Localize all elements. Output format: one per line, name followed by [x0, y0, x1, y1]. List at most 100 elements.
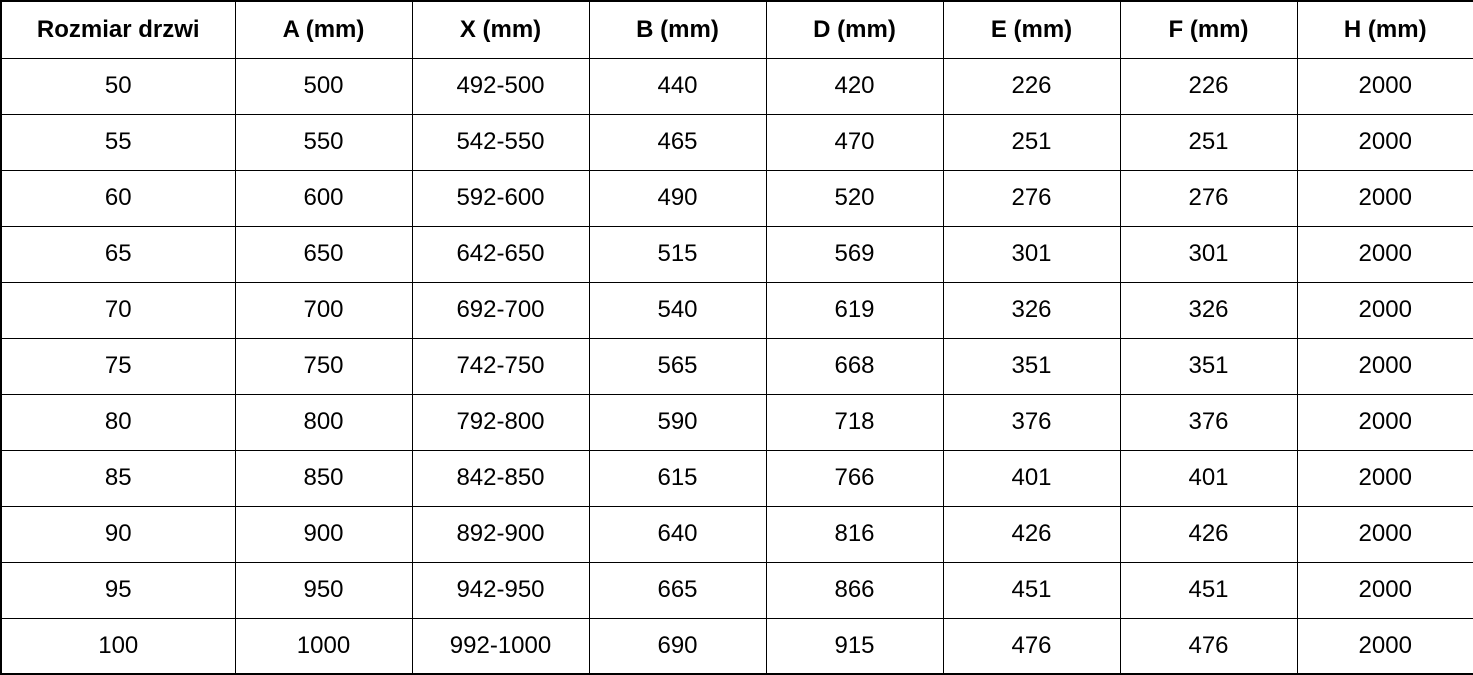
table-cell: 615	[588, 449, 767, 507]
table-cell: 55	[0, 113, 236, 171]
table-cell: 515	[588, 225, 767, 283]
table-cell: 276	[942, 169, 1121, 227]
table-row: 95 950 942-950 665 866 451 451 2000	[0, 561, 1473, 619]
table-cell: 565	[588, 337, 767, 395]
table-cell: 95	[0, 561, 236, 619]
table-cell: 476	[1119, 617, 1298, 675]
table-cell: 426	[942, 505, 1121, 563]
table-cell: 420	[765, 57, 944, 115]
table-cell: 665	[588, 561, 767, 619]
table-row: 85 850 842-850 615 766 401 401 2000	[0, 449, 1473, 507]
table-row: 100 1000 992-1000 690 915 476 476 2000	[0, 617, 1473, 675]
table-cell: 490	[588, 169, 767, 227]
table-cell: 401	[942, 449, 1121, 507]
table-cell: 792-800	[411, 393, 590, 451]
table-cell: 50	[0, 57, 236, 115]
table-cell: 800	[234, 393, 413, 451]
table-cell: 1000	[234, 617, 413, 675]
table-cell: 2000	[1296, 393, 1473, 451]
table-cell: 2000	[1296, 57, 1473, 115]
table-cell: 2000	[1296, 617, 1473, 675]
table-cell: 276	[1119, 169, 1298, 227]
table-cell: 542-550	[411, 113, 590, 171]
table-cell: 718	[765, 393, 944, 451]
table-cell: 2000	[1296, 505, 1473, 563]
table-cell: 226	[942, 57, 1121, 115]
table-cell: 900	[234, 505, 413, 563]
table-cell: 600	[234, 169, 413, 227]
table-cell: 866	[765, 561, 944, 619]
table-cell: 640	[588, 505, 767, 563]
column-header: A (mm)	[234, 0, 413, 59]
table-row: 60 600 592-600 490 520 276 276 2000	[0, 169, 1473, 227]
table-cell: 351	[942, 337, 1121, 395]
table-cell: 251	[1119, 113, 1298, 171]
table-cell: 2000	[1296, 169, 1473, 227]
table-cell: 842-850	[411, 449, 590, 507]
table-cell: 85	[0, 449, 236, 507]
table-cell: 750	[234, 337, 413, 395]
table-cell: 90	[0, 505, 236, 563]
table-cell: 100	[0, 617, 236, 675]
table-cell: 426	[1119, 505, 1298, 563]
table-cell: 942-950	[411, 561, 590, 619]
table-cell: 2000	[1296, 113, 1473, 171]
table-cell: 326	[942, 281, 1121, 339]
table-cell: 451	[942, 561, 1121, 619]
table-cell: 401	[1119, 449, 1298, 507]
column-header: D (mm)	[765, 0, 944, 59]
column-header: H (mm)	[1296, 0, 1473, 59]
table-row: 90 900 892-900 640 816 426 426 2000	[0, 505, 1473, 563]
table-cell: 992-1000	[411, 617, 590, 675]
table-row: 55 550 542-550 465 470 251 251 2000	[0, 113, 1473, 171]
table-cell: 915	[765, 617, 944, 675]
table-row: 70 700 692-700 540 619 326 326 2000	[0, 281, 1473, 339]
table-cell: 301	[1119, 225, 1298, 283]
table-cell: 2000	[1296, 225, 1473, 283]
table-cell: 950	[234, 561, 413, 619]
table-cell: 2000	[1296, 561, 1473, 619]
column-header: F (mm)	[1119, 0, 1298, 59]
table-cell: 850	[234, 449, 413, 507]
table-cell: 700	[234, 281, 413, 339]
header-row: Rozmiar drzwi A (mm) X (mm) B (mm) D (mm) E (…	[0, 0, 1473, 59]
table-cell: 2000	[1296, 281, 1473, 339]
table-cell: 326	[1119, 281, 1298, 339]
table-cell: 569	[765, 225, 944, 283]
table-cell: 642-650	[411, 225, 590, 283]
table-cell: 476	[942, 617, 1121, 675]
table-cell: 650	[234, 225, 413, 283]
table-cell: 520	[765, 169, 944, 227]
table-cell: 540	[588, 281, 767, 339]
table-cell: 451	[1119, 561, 1298, 619]
table-cell: 70	[0, 281, 236, 339]
table-cell: 2000	[1296, 337, 1473, 395]
table-cell: 80	[0, 393, 236, 451]
table-cell: 892-900	[411, 505, 590, 563]
table-cell: 619	[765, 281, 944, 339]
column-header: X (mm)	[411, 0, 590, 59]
table-cell: 376	[942, 393, 1121, 451]
table-cell: 440	[588, 57, 767, 115]
table-cell: 500	[234, 57, 413, 115]
table-cell: 65	[0, 225, 236, 283]
table-cell: 251	[942, 113, 1121, 171]
table-cell: 590	[588, 393, 767, 451]
table-row: 75 750 742-750 565 668 351 351 2000	[0, 337, 1473, 395]
table-cell: 592-600	[411, 169, 590, 227]
table-row: 80 800 792-800 590 718 376 376 2000	[0, 393, 1473, 451]
table-cell: 376	[1119, 393, 1298, 451]
table-row: 50 500 492-500 440 420 226 226 2000	[0, 57, 1473, 115]
table-cell: 60	[0, 169, 236, 227]
table-cell: 766	[765, 449, 944, 507]
table-cell: 492-500	[411, 57, 590, 115]
table-cell: 816	[765, 505, 944, 563]
table-cell: 75	[0, 337, 236, 395]
table-body: 50 500 492-500 440 420 226 226 2000 55 550 542-550…	[0, 57, 1473, 675]
table-cell: 465	[588, 113, 767, 171]
table-header: Rozmiar drzwi A (mm) X (mm) B (mm) D (mm) E (…	[0, 0, 1473, 59]
table-cell: 690	[588, 617, 767, 675]
column-header: B (mm)	[588, 0, 767, 59]
